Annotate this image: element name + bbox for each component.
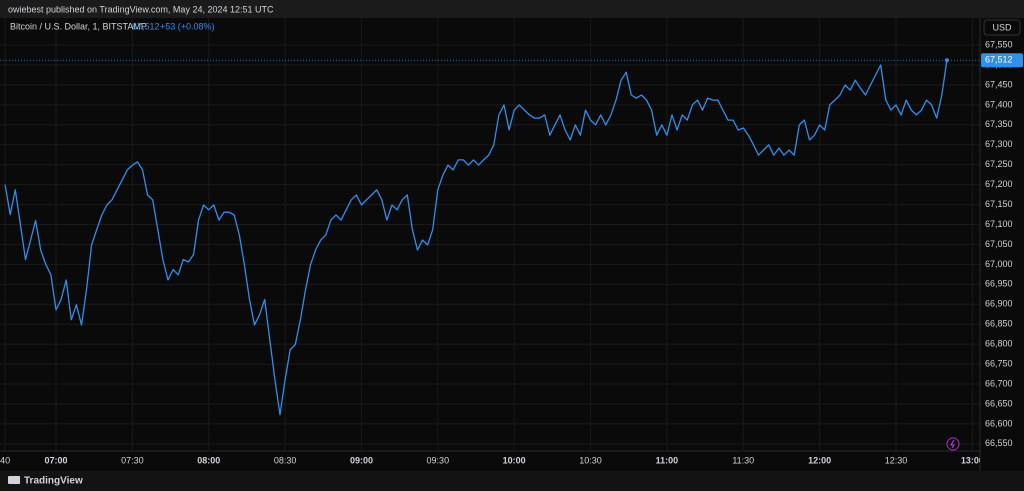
x-tick-label: 12:00: [808, 455, 831, 465]
y-tick-label: 67,200: [985, 179, 1013, 189]
last-price-label: 67,512: [985, 55, 1013, 65]
x-tick-label: 10:30: [579, 455, 602, 465]
y-tick-label: 66,700: [985, 378, 1013, 388]
x-tick-label: 09:00: [350, 455, 373, 465]
x-tick-label: 12:30: [885, 455, 908, 465]
y-tick-label: 66,750: [985, 358, 1013, 368]
x-tick-label: 09:30: [427, 455, 450, 465]
symbol: Bitcoin / U.S. Dollar, 1, BITSTAMP: [10, 21, 147, 31]
currency[interactable]: USD: [992, 22, 1012, 32]
y-tick-label: 66,900: [985, 299, 1013, 309]
y-tick-label: 67,400: [985, 99, 1013, 109]
y-tick-label: 67,550: [985, 39, 1013, 49]
y-tick-label: 67,250: [985, 159, 1013, 169]
x-tick-label: 08:30: [274, 455, 297, 465]
x-tick-label: 11:30: [732, 455, 754, 465]
y-tick-label: 66,650: [985, 398, 1013, 408]
price-line: [4, 60, 948, 416]
plot: [0, 58, 980, 416]
footer-bar: [0, 471, 1024, 491]
x-tick-label: 07:00: [44, 455, 67, 465]
x-tick-label: 11:00: [656, 455, 679, 465]
y-tick-label: 67,050: [985, 239, 1013, 249]
y-tick-label: 66,800: [985, 339, 1013, 349]
y-tick-label: 67,350: [985, 119, 1013, 129]
y-tick-label: 66,850: [985, 319, 1013, 329]
brand: TradingView: [24, 476, 83, 487]
x-tick-label: 08:00: [197, 455, 220, 465]
y-tick-label: 67,450: [985, 79, 1013, 89]
brand-logo: [8, 476, 20, 484]
alert-icon-bolt: [950, 439, 955, 449]
alert-icon[interactable]: [946, 437, 960, 451]
y-tick-label: 66,600: [985, 418, 1013, 428]
publisher-note: owiebest published on TradingView.com, M…: [8, 4, 274, 14]
x-tick-label: 10:00: [503, 455, 526, 465]
y-tick-label: 67,000: [985, 259, 1013, 269]
last-price-badge: [981, 53, 1023, 68]
grid: [0, 18, 980, 451]
time-axis: 40 07:00 07:30 08:00 08:30 09:00 09:30 10:00 10:…: [0, 455, 984, 465]
x-tick-label: 13:00: [961, 455, 984, 465]
y-tick-label: 67,150: [985, 199, 1013, 209]
header-price: 67,512: [132, 21, 160, 31]
x-tick-label: 40: [0, 455, 10, 465]
y-tick-label: 66,550: [985, 438, 1013, 448]
price-axis: 66,550 66,600 66,650 66,700 66,750 66,800 66,8…: [985, 39, 1013, 448]
last-point: [944, 58, 949, 63]
top-bar: [0, 0, 1024, 18]
price-change: +53 (+0.08%): [160, 21, 215, 31]
y-tick-label: 66,950: [985, 279, 1013, 289]
x-tick-label: 07:30: [121, 455, 144, 465]
y-tick-label: 67,300: [985, 139, 1013, 149]
y-tick-label: 67,100: [985, 219, 1013, 229]
currency-button[interactable]: [983, 19, 1021, 36]
